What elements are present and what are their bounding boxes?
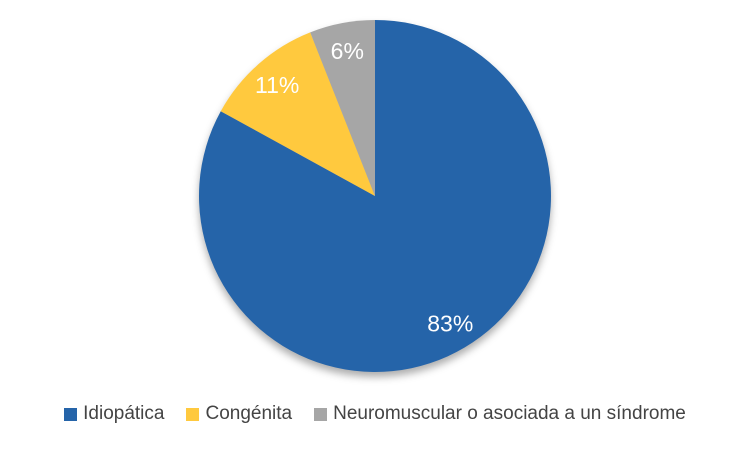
legend-item-idiopatica: Idiopática [64,403,164,425]
chart-legend: Idiopática Congénita Neuromuscular o aso… [0,399,750,429]
pie-slice-neuromuscular-o-asociada-a-un-sindrome [310,20,375,196]
legend-item-congenita: Congénita [186,403,292,425]
pie-slices-group [198,20,551,373]
legend-item-neuromuscular: Neuromuscular o asociada a un síndrome [314,403,686,425]
data-label-congenita: 11% [255,72,299,98]
legend-label-neuromuscular: Neuromuscular o asociada a un síndrome [333,403,686,424]
pie-plot-area: 83% 11% 6% [198,20,551,373]
pie-slice-idiopatica [198,20,551,373]
data-label-idiopatica: 83% [427,310,473,336]
legend-swatch-neuromuscular [314,407,328,421]
legend-swatch-congenita [186,407,200,421]
legend-label-congenita: Congénita [205,403,293,424]
pie-slice-congenita [220,32,375,196]
pie-data-labels-group: 83% 11% 6% [255,38,473,336]
legend-label-idiopatica: Idiopática [83,403,165,424]
legend-swatch-idiopatica [64,407,78,421]
data-label-neuromuscular-o-asociada-a-un-sindrome: 6% [331,38,364,64]
